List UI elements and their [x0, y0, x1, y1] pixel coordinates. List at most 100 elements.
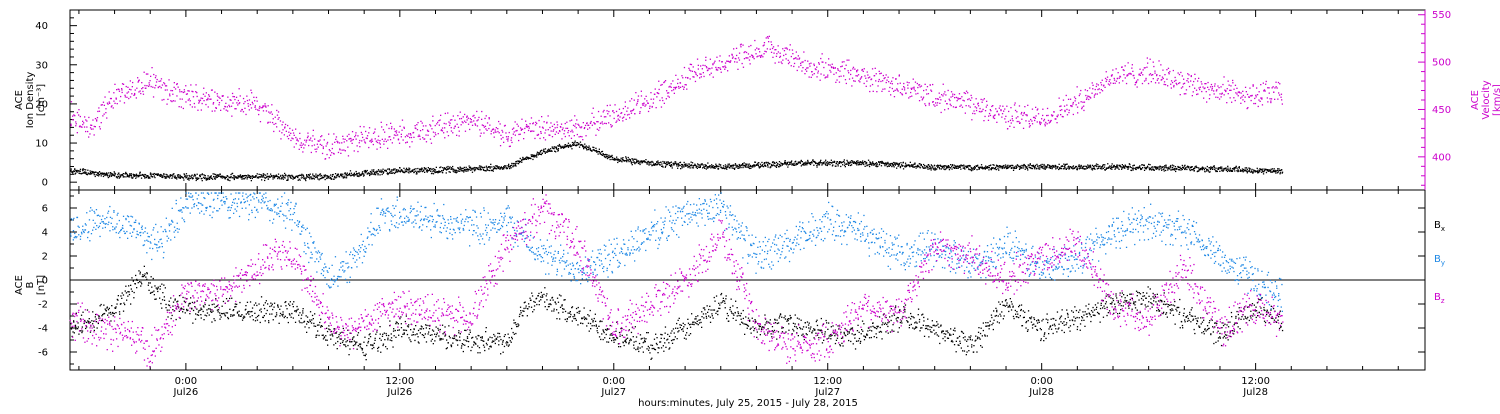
data-point — [257, 101, 258, 102]
data-point — [486, 130, 487, 131]
data-point — [209, 177, 210, 178]
data-point — [800, 65, 801, 66]
data-point — [514, 131, 515, 132]
data-point — [365, 131, 366, 132]
data-point — [113, 101, 114, 102]
data-point — [780, 53, 781, 54]
data-point — [1066, 105, 1067, 106]
data-point — [972, 113, 973, 114]
data-point — [559, 144, 560, 145]
data-point — [1263, 173, 1264, 174]
data-point — [263, 174, 264, 175]
data-point — [320, 173, 321, 174]
data-point — [90, 170, 91, 171]
data-point — [443, 132, 444, 133]
data-point — [520, 127, 521, 128]
data-point — [862, 160, 863, 161]
data-point — [541, 133, 542, 134]
data-point — [782, 60, 783, 61]
data-point — [703, 164, 704, 165]
data-point — [90, 127, 91, 128]
data-point — [243, 103, 244, 104]
data-point — [1008, 121, 1009, 122]
data-point — [131, 93, 132, 94]
data-point — [1169, 168, 1170, 169]
data-point — [151, 86, 152, 87]
data-point — [999, 167, 1000, 168]
data-point — [336, 176, 337, 177]
data-point — [666, 98, 667, 99]
data-point — [754, 40, 755, 41]
data-point — [648, 111, 649, 112]
data-point — [1107, 163, 1108, 164]
data-point — [937, 102, 938, 103]
data-point — [747, 166, 748, 167]
data-point — [321, 145, 322, 146]
data-point — [169, 95, 170, 96]
data-point — [449, 166, 450, 167]
data-point — [359, 140, 360, 141]
data-point — [1047, 164, 1048, 165]
data-point — [633, 109, 634, 110]
data-point — [688, 163, 689, 164]
data-point — [758, 162, 759, 163]
data-point — [948, 90, 949, 91]
data-point — [763, 166, 764, 167]
data-point — [247, 100, 248, 101]
data-point — [214, 110, 215, 111]
data-point — [983, 120, 984, 121]
data-point — [1096, 86, 1097, 87]
data-point — [234, 99, 235, 100]
data-point — [670, 162, 671, 163]
data-point — [848, 70, 849, 71]
data-point — [286, 131, 287, 132]
data-point — [117, 177, 118, 178]
data-point — [711, 73, 712, 74]
data-point — [705, 57, 706, 58]
data-point — [212, 89, 213, 90]
data-point — [1023, 128, 1024, 129]
data-point — [954, 168, 955, 169]
data-point — [607, 113, 608, 114]
data-point — [648, 164, 649, 165]
data-point — [1165, 84, 1166, 85]
data-point — [311, 178, 312, 179]
data-point — [103, 173, 104, 174]
data-point — [997, 168, 998, 169]
data-point — [791, 56, 792, 57]
data-point — [677, 168, 678, 169]
data-point — [727, 165, 728, 166]
data-point — [691, 165, 692, 166]
data-point — [1190, 80, 1191, 81]
data-point — [471, 119, 472, 120]
data-point — [988, 169, 989, 170]
data-point — [742, 164, 743, 165]
data-point — [631, 98, 632, 99]
data-point — [118, 173, 119, 174]
data-point — [408, 133, 409, 134]
data-point — [1038, 167, 1039, 168]
data-point — [342, 136, 343, 137]
data-point — [146, 85, 147, 86]
data-point — [930, 166, 931, 167]
data-point — [956, 107, 957, 108]
data-point — [1077, 86, 1078, 87]
data-point — [1084, 166, 1085, 167]
data-point — [556, 147, 557, 148]
data-point — [391, 170, 392, 171]
data-point — [1042, 166, 1043, 167]
data-point — [299, 138, 300, 139]
data-point — [840, 76, 841, 77]
data-point — [689, 69, 690, 70]
data-point — [776, 167, 777, 168]
data-point — [1008, 111, 1009, 112]
data-point — [84, 116, 85, 117]
data-point — [433, 132, 434, 133]
data-point — [693, 66, 694, 67]
data-point — [301, 177, 302, 178]
data-point — [920, 167, 921, 168]
data-point — [994, 118, 995, 119]
data-point — [856, 161, 857, 162]
data-point — [429, 168, 430, 169]
data-point — [165, 178, 166, 179]
